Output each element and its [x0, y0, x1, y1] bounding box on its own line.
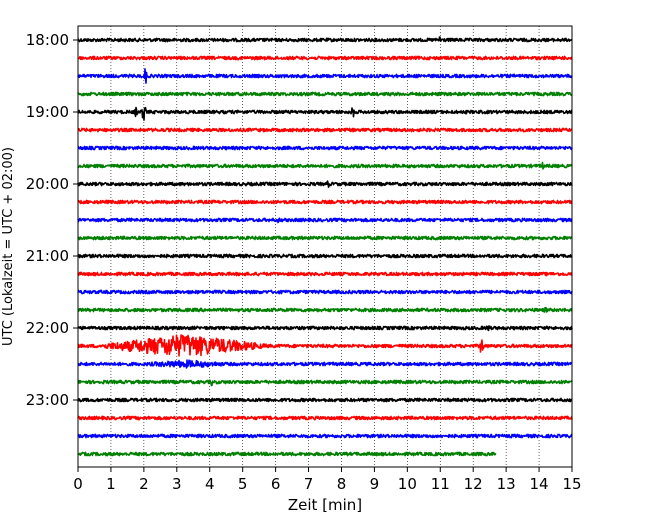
x-tick-label: 3: [172, 475, 182, 493]
trace-2045: [77, 235, 573, 241]
trace-1930: [77, 145, 573, 151]
trace-1945: [77, 161, 573, 170]
trace-1815: [77, 55, 573, 61]
x-tick-label: 7: [304, 475, 314, 493]
trace-2245: [77, 379, 573, 387]
x-tick-label: 5: [238, 475, 248, 493]
trace-2130: [77, 289, 573, 295]
y-tick-label: 18:00: [26, 31, 69, 49]
x-tick-label: 0: [73, 475, 83, 493]
y-tick-label: 19:00: [26, 103, 69, 121]
x-tick-label: 10: [398, 475, 417, 493]
y-tick-label: 22:00: [26, 319, 69, 337]
trace-2100: [77, 253, 573, 259]
trace-2145: [77, 306, 573, 313]
trace-1800: [77, 36, 573, 43]
trace-1900: [77, 106, 573, 121]
x-tick-label: 1: [106, 475, 116, 493]
trace-2345: [77, 451, 497, 457]
trace-2000: [77, 180, 573, 188]
y-tick-label: 23:00: [26, 391, 69, 409]
x-tick-label: 9: [370, 475, 380, 493]
y-axis-label: UTC (Lokalzeit = UTC + 02:00): [1, 147, 16, 346]
x-axis-ticks: 0 1 2 3 4 5 6 7 8 9 10 11 12 13 14 15: [73, 467, 582, 493]
trace-2300: [77, 397, 573, 403]
x-tick-label: 4: [205, 475, 215, 493]
x-tick-label: 8: [337, 475, 347, 493]
trace-2315: [77, 415, 573, 421]
trace-2030: [77, 217, 573, 224]
x-tick-label: 11: [431, 475, 450, 493]
x-tick-label: 15: [562, 475, 581, 493]
x-tick-label: 12: [464, 475, 483, 493]
plot-frame: [77, 25, 573, 468]
x-tick-label: 14: [530, 475, 549, 493]
trace-2200: [77, 325, 573, 332]
y-tick-label: 21:00: [26, 247, 69, 265]
x-tick-label: 13: [497, 475, 516, 493]
x-tick-label: 2: [139, 475, 149, 493]
trace-2230: [77, 359, 573, 369]
seismogram-traces: [77, 36, 573, 457]
x-tick-label: 6: [271, 475, 281, 493]
trace-1830: [77, 68, 573, 84]
x-axis-label: Zeit [min]: [288, 496, 362, 514]
trace-2015: [77, 199, 573, 205]
trace-1915: [77, 127, 573, 133]
trace-1845: [77, 91, 573, 97]
trace-2115: [77, 271, 573, 277]
y-tick-label: 20:00: [26, 175, 69, 193]
trace-2215: [77, 334, 573, 357]
y-axis-ticks: 18:00 19:00 20:00 21:00 22:00 23:00: [26, 31, 78, 409]
trace-2330: [77, 433, 573, 439]
